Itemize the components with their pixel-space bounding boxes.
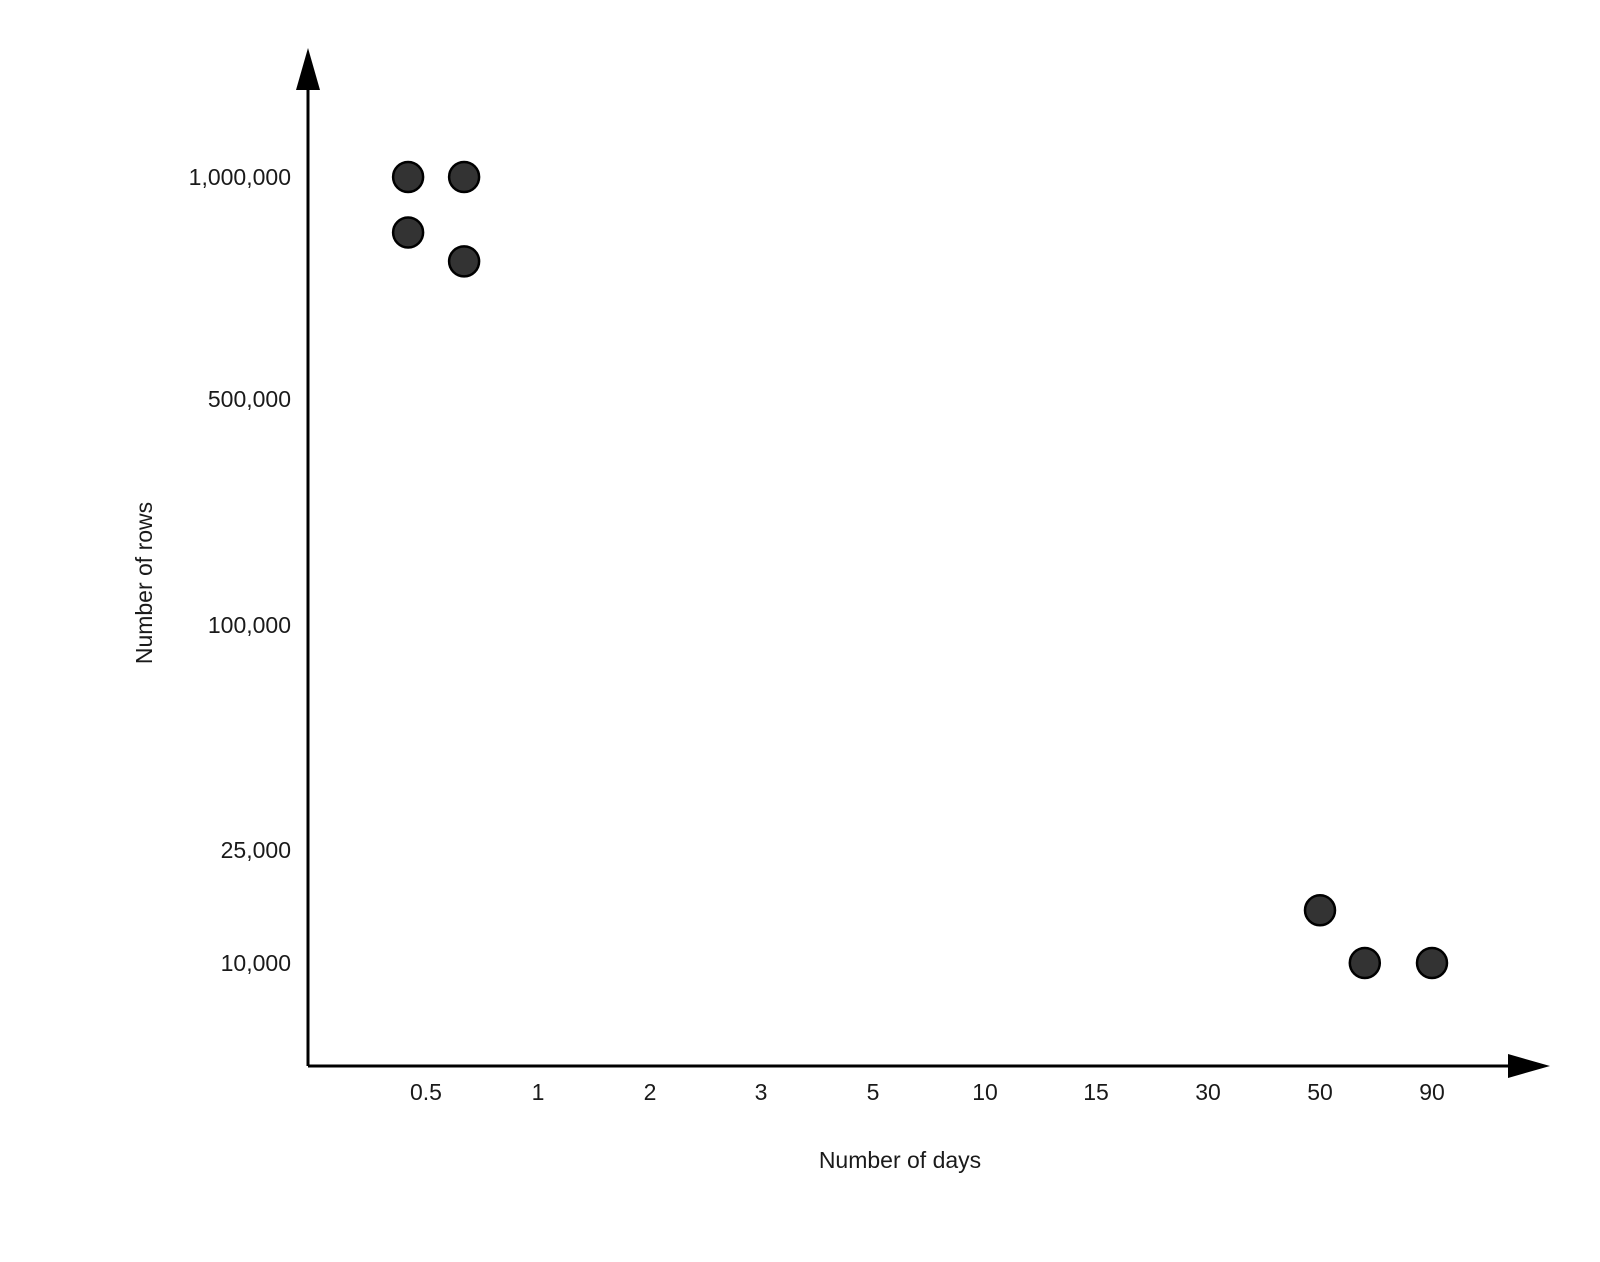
x-tick-label: 30 <box>1195 1079 1221 1105</box>
x-axis-title: Number of days <box>819 1147 981 1173</box>
data-point <box>1348 946 1382 980</box>
y-tick-labels: 1,000,000 500,000 100,000 25,000 10,000 <box>189 164 291 976</box>
data-point <box>391 160 425 194</box>
x-tick-label: 5 <box>867 1079 880 1105</box>
data-point <box>447 160 481 194</box>
y-tick-label: 500,000 <box>208 386 291 412</box>
x-tick-label: 90 <box>1419 1079 1445 1105</box>
y-axis-title: Number of rows <box>131 502 157 664</box>
y-tick-label: 25,000 <box>221 837 291 863</box>
data-points <box>391 160 1449 980</box>
y-tick-label: 100,000 <box>208 612 291 638</box>
data-point <box>1303 894 1337 927</box>
y-axis-arrowhead <box>296 48 320 90</box>
y-tick-label: 1,000,000 <box>189 164 291 190</box>
data-point <box>447 245 481 278</box>
x-tick-label: 10 <box>972 1079 998 1105</box>
x-tick-labels: 0.5 1 2 3 5 10 15 30 50 90 <box>410 1079 1445 1105</box>
x-tick-label: 2 <box>644 1079 657 1105</box>
x-tick-label: 1 <box>532 1079 545 1105</box>
y-tick-label: 10,000 <box>221 950 291 976</box>
x-axis-arrowhead <box>1508 1054 1550 1078</box>
data-point <box>1415 946 1449 980</box>
data-point <box>391 216 425 249</box>
x-tick-label: 15 <box>1083 1079 1109 1105</box>
x-tick-label: 3 <box>755 1079 768 1105</box>
x-tick-label: 50 <box>1307 1079 1333 1105</box>
x-tick-label: 0.5 <box>410 1079 442 1105</box>
